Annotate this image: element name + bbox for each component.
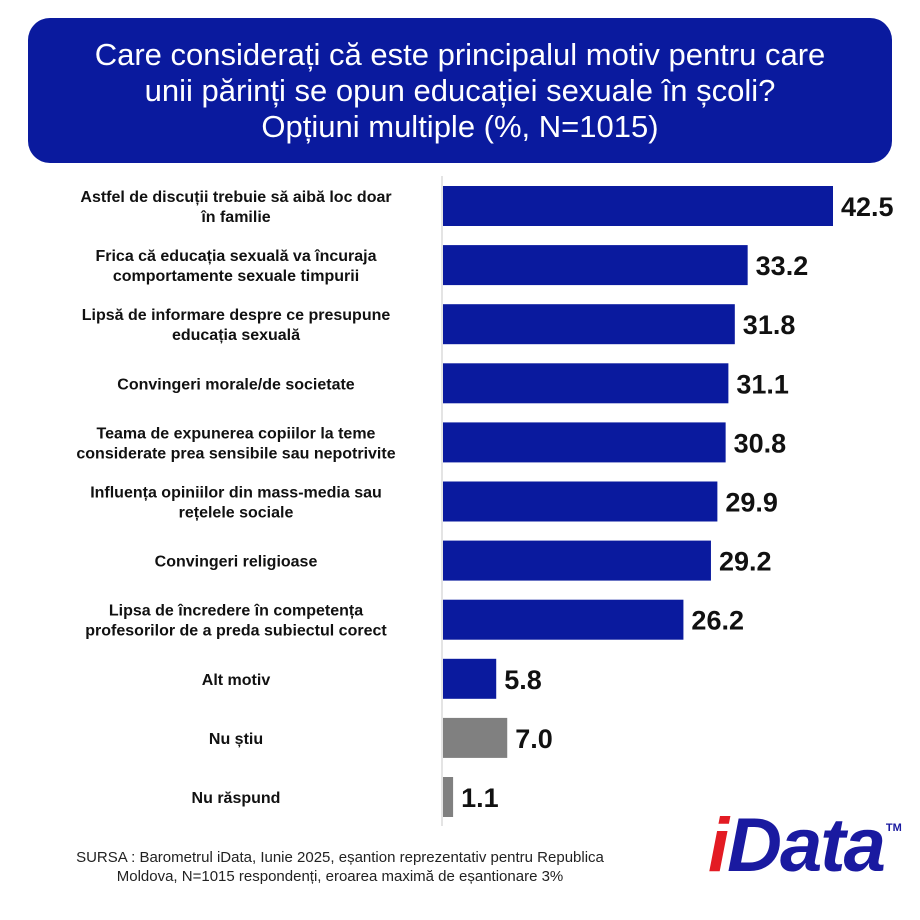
bar — [443, 777, 454, 817]
category-label-line: Nu știu — [209, 731, 263, 748]
chart-title: Care considerați că este principalul mot… — [71, 37, 850, 145]
idata-logo: iData TM — [708, 806, 902, 886]
category-label: Nu știu — [209, 731, 263, 748]
category-label-line: Nu răspund — [192, 790, 281, 807]
category-label: Lipsa de încredere în competența profesor… — [85, 603, 387, 640]
bar-value-label: 29.2 — [719, 547, 772, 577]
category-label: Alt motiv — [202, 672, 271, 689]
chart-title-line: Care considerați că este principalul mot… — [94, 36, 826, 72]
chart-title-banner: Care considerați că este principalul mot… — [28, 18, 892, 163]
category-label-line: Influența opiniilor din mass-media sau — [90, 485, 382, 502]
category-label: Convingeri morale/de societate — [117, 376, 355, 393]
bar — [443, 481, 718, 522]
category-label: Nu răspund — [192, 790, 281, 807]
bar-value-label: 5.8 — [504, 665, 542, 695]
category-label-line: Lipsa de încredere în competența — [109, 603, 363, 620]
bar — [443, 599, 684, 640]
source-line: SURSA : Barometrul iData, Iunie 2025, eș… — [76, 849, 604, 866]
bar-value-label: 29.9 — [725, 488, 778, 518]
bar — [443, 540, 711, 581]
logo-text: iData — [708, 803, 886, 888]
category-label-line: comportamente sexuale timpurii — [113, 268, 359, 285]
category-label: Frica că educația sexuală va încuraja com… — [95, 248, 376, 285]
bar — [443, 422, 726, 463]
category-label-line: rețelele sociale — [179, 505, 294, 522]
category-label-line: Alt motiv — [202, 672, 271, 689]
category-label-line: educația sexuală — [172, 327, 300, 344]
category-label-line: în familie — [200, 209, 270, 226]
category-label-line: Convingeri morale/de societate — [117, 376, 355, 393]
category-label-line: Convingeri religioase — [155, 554, 318, 571]
category-label: Influența opiniilor din mass-media sau re… — [90, 485, 382, 522]
source-line: Moldova, N=1015 respondenți, eroarea max… — [116, 868, 564, 885]
bar — [443, 363, 729, 404]
source-note: SURSA : Barometrul iData, Iunie 2025, eș… — [20, 848, 660, 886]
bar-value-label: 31.1 — [736, 369, 789, 399]
category-label-line: Astfel de discuții trebuie să aibă loc d… — [80, 189, 391, 206]
category-label-line: profesorilor de a preda subiectul corect — [85, 623, 387, 640]
trademark-mark: TM — [885, 822, 902, 834]
bar-value-label: 42.5 — [841, 192, 894, 222]
bar — [443, 658, 497, 699]
bar — [443, 186, 833, 226]
bar-chart: 42.5 Astfel de discuții trebuie să aibă l… — [76, 176, 894, 826]
category-label-line: considerate prea sensibile sau nepotrivi… — [76, 445, 395, 462]
bar-value-label: 26.2 — [691, 606, 744, 636]
bar-value-label: 1.1 — [461, 783, 499, 813]
bar — [443, 245, 748, 286]
bar — [443, 717, 508, 758]
bar-value-label: 33.2 — [756, 251, 809, 281]
chart-title-line: Opțiuni multiple (%, N=1015) — [261, 108, 659, 144]
category-label-line: Frica că educația sexuală va încuraja — [95, 248, 376, 265]
category-label: Teama de expunerea copiilor la teme consi… — [76, 425, 395, 462]
bar-value-label: 7.0 — [515, 724, 553, 754]
category-label: Astfel de discuții trebuie să aibă loc d… — [80, 189, 391, 226]
bar-value-label: 31.8 — [743, 310, 796, 340]
chart-title-line: unii părinți se opun educației sexuale î… — [144, 72, 776, 108]
bar-value-label: 30.8 — [734, 428, 787, 458]
bar — [443, 304, 735, 345]
category-label: Lipsă de informare despre ce presupune ed… — [82, 307, 391, 344]
category-label-line: Teama de expunerea copiilor la teme — [97, 425, 376, 442]
category-label-line: Lipsă de informare despre ce presupune — [82, 307, 391, 324]
category-label: Convingeri religioase — [155, 554, 318, 571]
